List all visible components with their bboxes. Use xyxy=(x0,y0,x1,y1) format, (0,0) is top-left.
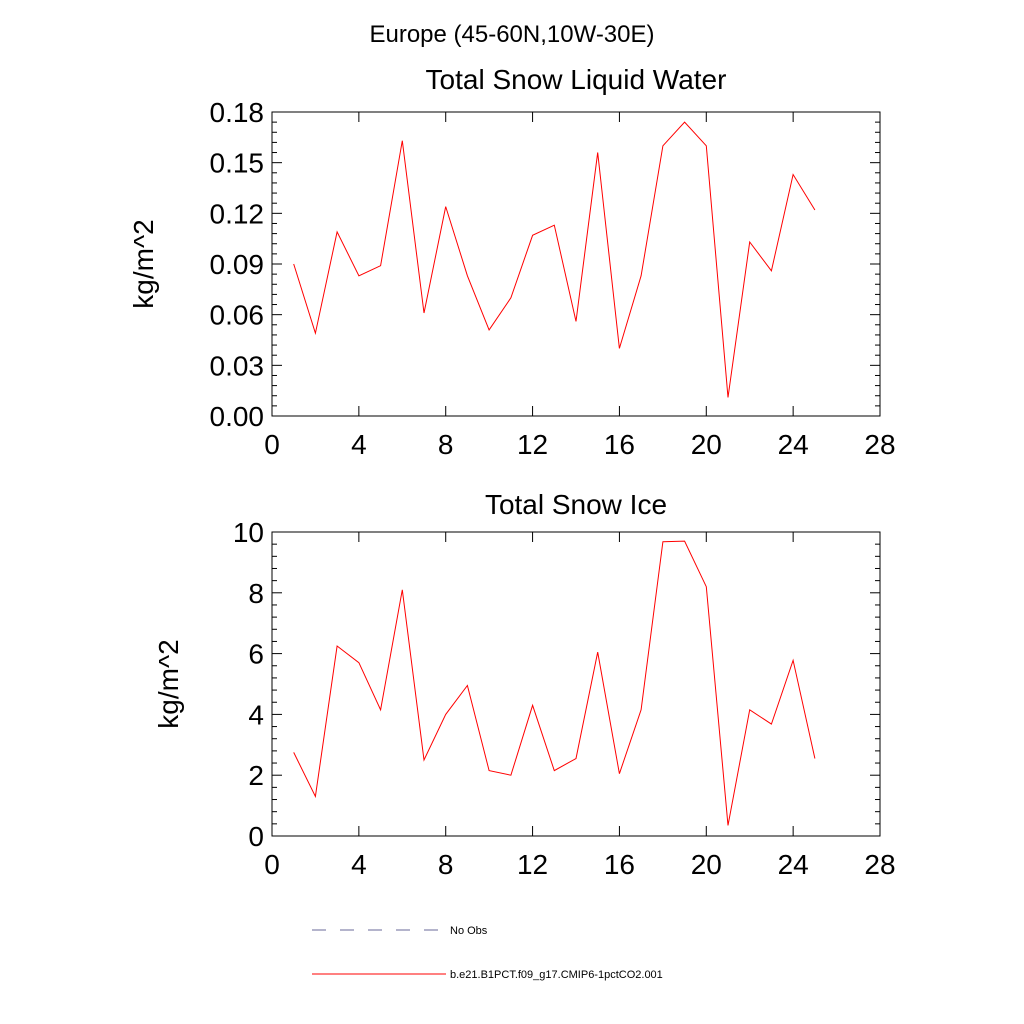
y-axis-label: kg/m^2 xyxy=(153,639,184,728)
y-tick-label: 0.00 xyxy=(210,401,265,432)
x-tick-label: 20 xyxy=(691,429,722,460)
y-tick-label: 4 xyxy=(248,699,264,730)
y-tick-label: 0.15 xyxy=(210,148,265,179)
legend: No Obs b.e21.B1PCT.f09_g17.CMIP6-1pctCO2… xyxy=(312,925,663,981)
x-tick-label: 20 xyxy=(691,849,722,880)
y-tick-label: 8 xyxy=(248,578,264,609)
x-tick-label: 0 xyxy=(264,429,280,460)
y-tick-label: 0 xyxy=(248,821,264,852)
figure-title: Europe (45-60N,10W-30E) xyxy=(369,21,654,48)
y-tick-label: 0.06 xyxy=(210,300,265,331)
y-tick-label: 0.09 xyxy=(210,249,265,280)
legend-label-model: b.e21.B1PCT.f09_g17.CMIP6-1pctCO2.001 xyxy=(450,969,663,981)
x-tick-label: 16 xyxy=(604,429,635,460)
x-tick-label: 16 xyxy=(604,849,635,880)
y-tick-label: 0.18 xyxy=(210,97,265,128)
x-tick-label: 24 xyxy=(778,429,809,460)
x-tick-label: 0 xyxy=(264,849,280,880)
x-tick-label: 24 xyxy=(778,849,809,880)
x-tick-label: 4 xyxy=(351,429,367,460)
x-tick-label: 12 xyxy=(517,429,548,460)
y-tick-label: 2 xyxy=(248,760,264,791)
series-line xyxy=(293,540,816,826)
chart-panel-snow-ice: Total Snow Ice kg/m^2 0 4 8 12 16 20 24 2802468… xyxy=(153,489,896,880)
x-tick-label: 12 xyxy=(517,849,548,880)
x-tick-label: 28 xyxy=(864,849,895,880)
y-axis-label: kg/m^2 xyxy=(128,219,159,308)
y-tick-label: 0.12 xyxy=(210,198,265,229)
plot-frame xyxy=(271,531,881,837)
chart-title: Total Snow Liquid Water xyxy=(426,64,727,95)
y-tick-label: 6 xyxy=(248,639,264,670)
chart-panel-liquid-water: Total Snow Liquid Water kg/m^2 0 4 8 12 16 20… xyxy=(128,64,896,460)
series-line xyxy=(293,121,816,398)
legend-label-no-obs: No Obs xyxy=(450,925,488,937)
x-tick-label: 4 xyxy=(351,849,367,880)
plot-frame xyxy=(271,111,881,417)
y-tick-label: 10 xyxy=(233,517,264,548)
chart-title: Total Snow Ice xyxy=(485,489,667,520)
x-tick-label: 28 xyxy=(864,429,895,460)
y-tick-label: 0.03 xyxy=(210,350,265,381)
plot-area: 0 4 8 12 16 20 24 28 0.00 0.03 0.06 0.09 0.12 0.15 0.1… xyxy=(210,97,896,460)
x-tick-label: 8 xyxy=(438,429,454,460)
x-tick-label: 8 xyxy=(438,849,454,880)
